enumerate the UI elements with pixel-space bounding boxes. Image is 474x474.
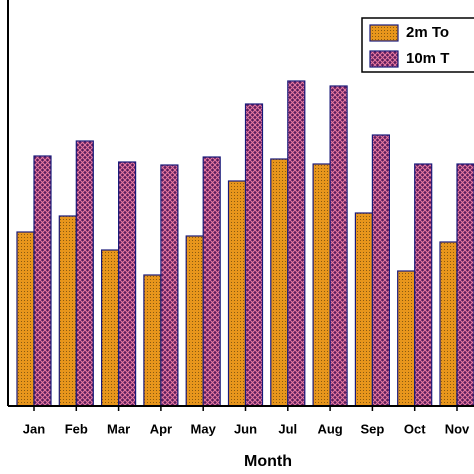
- x-tick-label: Apr: [150, 421, 172, 436]
- bar: [287, 80, 306, 407]
- bar: [143, 274, 162, 407]
- bar: [117, 161, 137, 407]
- bar: [244, 103, 264, 407]
- x-tick-label: Jan: [23, 421, 45, 436]
- legend-label: 10m T: [406, 50, 449, 67]
- bar: [58, 215, 77, 407]
- bar: [160, 164, 179, 407]
- bar: [202, 156, 221, 407]
- x-tick-label: Nov: [445, 421, 470, 436]
- bar: [227, 180, 247, 407]
- x-tick-label: Aug: [317, 421, 342, 436]
- x-tick-label: Oct: [404, 421, 426, 436]
- bar: [456, 163, 474, 407]
- legend-swatch: [369, 50, 399, 68]
- x-tick-label: Jul: [278, 421, 297, 436]
- bar: [33, 155, 52, 407]
- bar: [185, 235, 204, 407]
- bar: [439, 241, 458, 407]
- x-tick-label: Mar: [107, 421, 130, 436]
- legend-label: 2m To: [406, 24, 449, 41]
- legend-swatch: [369, 24, 399, 42]
- x-tick-label: Sep: [360, 421, 384, 436]
- x-tick-label: Jun: [234, 421, 257, 436]
- bar: [75, 140, 94, 407]
- bar: [16, 231, 35, 407]
- bar: [354, 212, 373, 407]
- bar: [100, 249, 120, 407]
- bar: [270, 158, 289, 407]
- bar: [397, 270, 416, 407]
- x-tick-label: Feb: [65, 421, 88, 436]
- bar: [414, 163, 433, 407]
- bar: [312, 163, 331, 407]
- x-axis-label: Month: [244, 453, 292, 470]
- bar: [329, 85, 348, 407]
- x-tick-label: May: [191, 421, 217, 436]
- bar: [371, 134, 390, 407]
